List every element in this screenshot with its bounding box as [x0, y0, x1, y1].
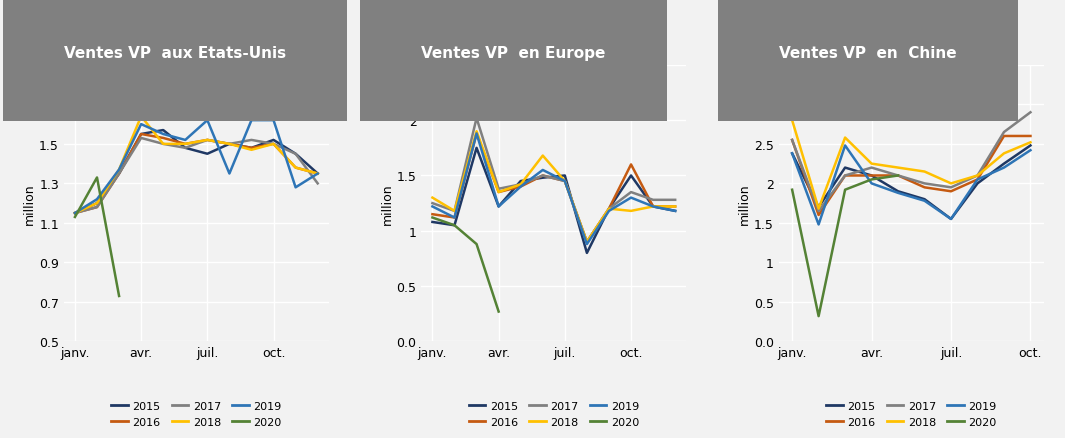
Legend: 2015, 2016, 2017, 2018, 2019, 2020: 2015, 2016, 2017, 2018, 2019, 2020 [464, 397, 643, 431]
Y-axis label: million: million [738, 183, 751, 224]
Y-axis label: million: million [381, 183, 394, 224]
Y-axis label: million: million [23, 183, 36, 224]
Text: Ventes VP  en  Chine: Ventes VP en Chine [779, 46, 956, 60]
Legend: 2015, 2016, 2017, 2018, 2019, 2020: 2015, 2016, 2017, 2018, 2019, 2020 [106, 397, 285, 431]
Text: Ventes VP  aux Etats-Unis: Ventes VP aux Etats-Unis [64, 46, 286, 60]
Text: Ventes VP  en Europe: Ventes VP en Europe [422, 46, 606, 60]
Legend: 2015, 2016, 2017, 2018, 2019, 2020: 2015, 2016, 2017, 2018, 2019, 2020 [822, 397, 1001, 431]
